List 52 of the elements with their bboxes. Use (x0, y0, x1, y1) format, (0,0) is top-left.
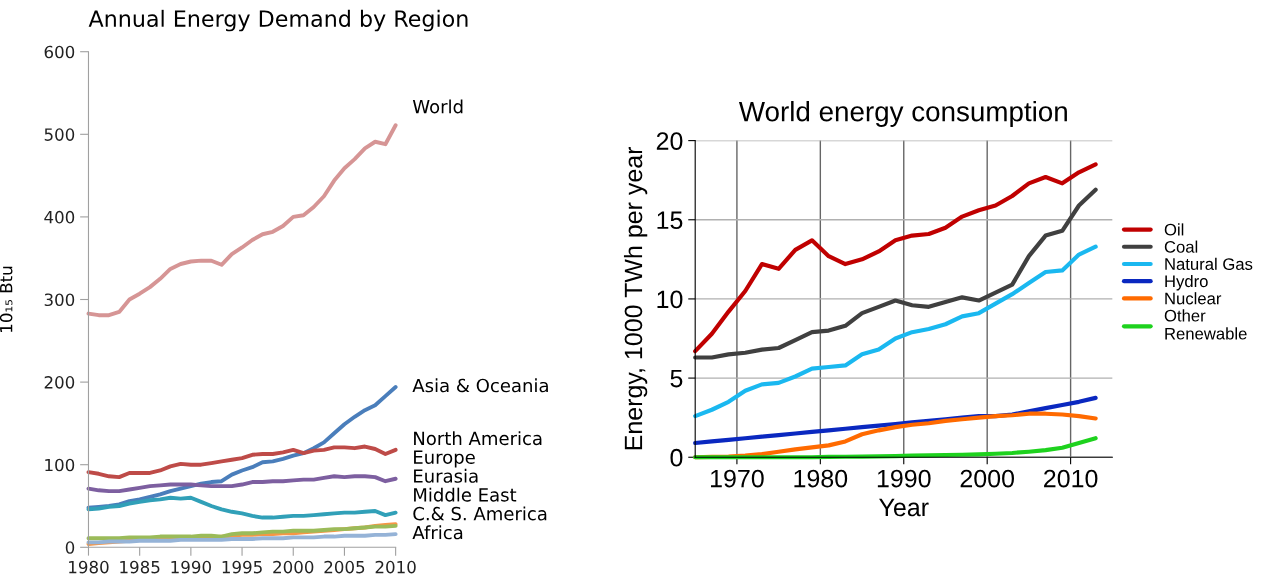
line-series (693, 244, 1098, 419)
series-label: World (412, 99, 463, 114)
y-tick-label: 0 (65, 541, 75, 554)
y-tick-label: 0 (670, 448, 683, 467)
x-tick-label: 1980 (794, 469, 848, 488)
series-label: Eurasia (414, 468, 478, 483)
legend-label: Oil (1164, 223, 1184, 236)
legend-label: Coal (1164, 240, 1198, 253)
y-tick-label: 100 (45, 458, 75, 472)
chart-title: Annual Energy Demand by Region (88, 9, 468, 32)
line-series (86, 523, 398, 541)
x-axis-title: Year (879, 498, 929, 517)
line-series (693, 436, 1098, 460)
line-series (86, 444, 398, 480)
x-tick-label: 1990 (877, 469, 931, 488)
y-tick-label: 400 (44, 210, 75, 224)
series-label: Africa (412, 525, 463, 540)
series-label: North America (414, 431, 542, 446)
y-axis-title: 10₁₅ Btu (0, 266, 13, 332)
series-label: Europe (414, 450, 475, 468)
series-label: Asia & Oceania (412, 378, 548, 393)
legend-label: Other Renewable (1164, 309, 1247, 340)
x-tick-label: 2010 (1044, 469, 1098, 488)
series-label: C.& S. America (413, 506, 547, 521)
line-series (86, 123, 398, 318)
x-tick-label: 1970 (711, 469, 764, 488)
x-tick-label: 1995 (222, 560, 262, 574)
y-tick-label: 200 (44, 376, 75, 389)
line-series (86, 474, 398, 494)
x-tick-label: 1980 (69, 560, 109, 574)
x-tick-label: 1990 (171, 560, 211, 574)
y-axis-title: Energy, 1000 TWh per year (623, 146, 648, 450)
legend-label: Nuclear (1165, 292, 1222, 305)
y-tick-label: 10 (657, 290, 683, 309)
y-tick-label: 15 (657, 211, 683, 230)
x-tick-label: 2010 (375, 560, 416, 574)
x-tick-label: 2005 (324, 560, 365, 574)
y-tick-label: 20 (656, 132, 683, 150)
line-series (693, 187, 1098, 360)
y-tick-label: 600 (44, 45, 75, 59)
x-tick-label: 2000 (273, 560, 314, 574)
legend-label: Natural Gas (1165, 257, 1253, 270)
line-series (86, 495, 398, 520)
line-series (693, 162, 1098, 354)
series-label: Middle East (414, 487, 517, 502)
y-tick-label: 500 (44, 128, 75, 141)
y-tick-label: 5 (670, 369, 683, 388)
x-tick-label: 1985 (120, 560, 160, 574)
x-tick-label: 2000 (960, 469, 1015, 488)
legend-label: Hydro (1165, 274, 1208, 291)
chart-title: World energy consumption (738, 101, 1067, 127)
y-tick-label: 300 (44, 293, 75, 307)
